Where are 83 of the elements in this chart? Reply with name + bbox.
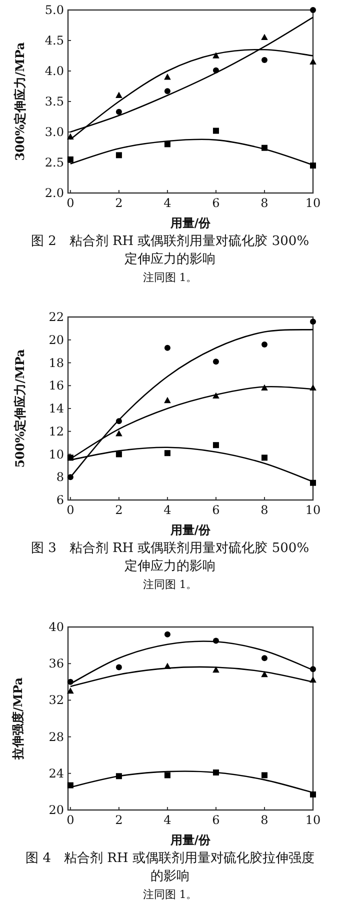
point xyxy=(164,631,170,638)
y-tick-label: 20 xyxy=(48,803,64,817)
point xyxy=(261,34,268,40)
y-axis-title: 300%定伸应力/MPa xyxy=(13,42,27,161)
y-tick-label: 40 xyxy=(48,620,64,634)
x-tick-label: 6 xyxy=(212,503,220,517)
text: 注同图 1。 xyxy=(142,271,198,284)
y-tick-label: 6 xyxy=(56,493,64,507)
x-tick-label: 0 xyxy=(66,503,74,517)
y-tick-label: 28 xyxy=(48,730,64,744)
y-tick-label: 3.0 xyxy=(44,125,64,139)
point xyxy=(116,92,122,98)
x-tick-label: 8 xyxy=(260,196,268,210)
x-tick-label: 10 xyxy=(305,196,321,210)
point xyxy=(310,58,316,64)
y-tick-label: 16 xyxy=(48,378,64,393)
y-tick-label: 2.0 xyxy=(44,186,64,200)
x-tick-label: 8 xyxy=(260,813,268,827)
x-tick-label: 2 xyxy=(115,503,123,517)
x-tick-label: 0 xyxy=(66,196,74,210)
point xyxy=(164,74,171,80)
x-axis-title: 用量/份 xyxy=(169,523,212,537)
point xyxy=(310,791,316,798)
y-tick-label: 2.5 xyxy=(44,156,64,170)
x-tick-label: 0 xyxy=(66,813,74,827)
point xyxy=(116,430,122,436)
point xyxy=(164,396,171,404)
point xyxy=(116,108,122,115)
x-tick-label: 2 xyxy=(115,196,123,210)
y-tick-label: 3.5 xyxy=(44,94,64,108)
point xyxy=(67,782,74,788)
y-tick-label: 22 xyxy=(48,310,64,324)
x-tick-label: 8 xyxy=(260,503,268,517)
y-tick-label: 10 xyxy=(48,447,64,462)
text: 图 4 粘合剂 RH 或偶联剂用量对硫化胶拉伸强度的影响 xyxy=(26,850,314,884)
x-tick-label: 6 xyxy=(212,813,220,827)
y-axis-title: 拉伸强度/MPa xyxy=(11,677,25,761)
y-tick-label: 12 xyxy=(48,424,64,438)
point xyxy=(212,52,220,58)
point xyxy=(212,358,219,365)
point xyxy=(310,7,316,13)
point xyxy=(261,655,268,662)
point xyxy=(116,152,122,158)
x-tick-label: 6 xyxy=(212,196,220,210)
x-axis-title: 用量/份 xyxy=(169,833,212,847)
y-tick-label: 24 xyxy=(48,766,64,780)
y-tick-label: 18 xyxy=(48,356,64,370)
text: 图 3 粘合剂 RH 或偶联剂用量对硫化胶 500%定伸应力的影响 xyxy=(30,540,310,574)
x-tick-label: 10 xyxy=(305,813,321,827)
point xyxy=(164,450,170,456)
x-tick-label: 4 xyxy=(164,196,172,210)
point xyxy=(261,57,268,64)
y-tick-label: 14 xyxy=(48,402,64,416)
point xyxy=(212,442,219,448)
point xyxy=(67,156,74,162)
y-tick-label: 4.5 xyxy=(44,34,64,48)
point xyxy=(164,88,170,94)
x-tick-label: 10 xyxy=(305,503,321,517)
point xyxy=(164,772,170,778)
x-tick-label: 4 xyxy=(164,503,172,517)
point xyxy=(261,772,268,778)
text: 图 2 粘合剂 RH 或偶联剂用量对硫化胶 300%定伸应力的影响 xyxy=(30,233,310,267)
x-tick-label: 4 xyxy=(164,813,172,827)
point xyxy=(116,451,122,458)
point xyxy=(67,687,74,694)
point xyxy=(261,454,268,461)
y-tick-label: 36 xyxy=(48,656,64,671)
text: 注同图 1。 xyxy=(142,888,198,901)
point xyxy=(310,318,316,325)
point xyxy=(116,664,122,670)
y-tick-label: 32 xyxy=(48,693,64,708)
y-tick-label: 5.0 xyxy=(44,3,64,17)
point xyxy=(212,666,220,673)
point xyxy=(164,344,170,351)
y-tick-label: 20 xyxy=(48,332,64,347)
point xyxy=(212,128,219,134)
x-axis-title: 用量/份 xyxy=(169,216,212,230)
text: 注同图 1。 xyxy=(142,578,198,591)
point xyxy=(261,341,268,348)
y-axis-title: 500%定伸应力/MPa xyxy=(13,348,27,468)
y-tick-label: 4.0 xyxy=(44,64,64,78)
y-tick-label: 8 xyxy=(56,470,64,484)
x-tick-label: 2 xyxy=(115,813,123,827)
